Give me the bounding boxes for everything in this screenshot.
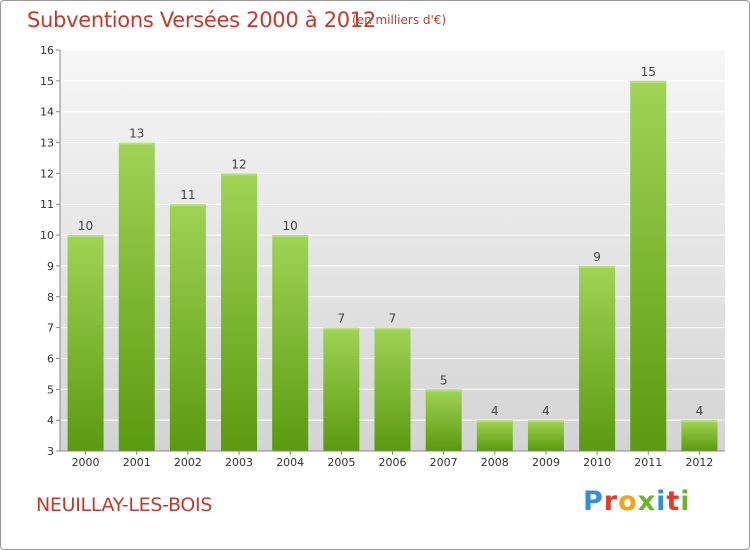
data-label: 7 bbox=[338, 312, 346, 326]
bar-highlight bbox=[374, 327, 411, 330]
x-tick-label: 2004 bbox=[276, 456, 304, 469]
y-tick-label: 8 bbox=[47, 291, 54, 304]
data-labels: 10 13 11 12 10 7 7 5 4 4 9 15 4 bbox=[78, 65, 703, 418]
bar-highlight bbox=[118, 142, 155, 145]
y-tick-label: 16 bbox=[40, 44, 54, 57]
data-label: 15 bbox=[641, 65, 656, 79]
y-tick-label: 7 bbox=[47, 322, 54, 335]
y-tick-label: 5 bbox=[47, 383, 54, 396]
y-tick-label: 15 bbox=[40, 75, 54, 88]
bar-2005 bbox=[323, 327, 360, 451]
bar-highlight bbox=[221, 173, 258, 176]
bar-highlight bbox=[527, 420, 564, 423]
data-label: 11 bbox=[180, 188, 195, 202]
logo-letter: i bbox=[680, 486, 691, 517]
x-tick-label: 2007 bbox=[430, 456, 458, 469]
x-tick-label: 2008 bbox=[481, 456, 509, 469]
bar-highlight bbox=[425, 389, 462, 392]
logo-letter: x bbox=[637, 486, 657, 517]
logo-letter: P bbox=[583, 486, 604, 517]
bar-highlight bbox=[476, 420, 513, 423]
logo-letter: i bbox=[656, 486, 667, 517]
bar-2004 bbox=[272, 235, 309, 451]
data-label: 10 bbox=[78, 219, 93, 233]
bar-2002 bbox=[169, 204, 206, 451]
bar-2000 bbox=[67, 235, 104, 451]
x-tick-label: 2010 bbox=[583, 456, 611, 469]
x-tick-label: 2012 bbox=[685, 456, 713, 469]
data-label: 12 bbox=[231, 157, 246, 171]
bar-2007 bbox=[425, 389, 462, 451]
data-label: 4 bbox=[696, 404, 704, 418]
bar-2003 bbox=[221, 173, 258, 451]
x-tick-label: 2005 bbox=[327, 456, 355, 469]
y-tick-label: 9 bbox=[47, 260, 54, 273]
bar-2006 bbox=[374, 327, 411, 451]
x-tick-label: 2003 bbox=[225, 456, 253, 469]
bar-highlight bbox=[272, 235, 309, 238]
location-name: NEUILLAY-LES-BOIS bbox=[36, 494, 213, 516]
data-label: 10 bbox=[283, 219, 298, 233]
bar-highlight bbox=[681, 420, 718, 423]
data-label: 4 bbox=[491, 404, 499, 418]
bar-2009 bbox=[527, 420, 564, 451]
bar-2012 bbox=[681, 420, 718, 451]
x-tick-label: 2002 bbox=[174, 456, 202, 469]
chart-subtitle: (en milliers d'€) bbox=[352, 13, 447, 27]
data-label: 13 bbox=[129, 127, 144, 141]
y-tick-label: 11 bbox=[40, 198, 54, 211]
x-tick-label: 2000 bbox=[72, 456, 100, 469]
data-label: 4 bbox=[542, 404, 550, 418]
x-tick-label: 2011 bbox=[634, 456, 662, 469]
logo-letter: o bbox=[618, 486, 638, 517]
bar-2001 bbox=[118, 142, 155, 452]
data-label: 5 bbox=[440, 373, 448, 387]
logo-letter: t bbox=[666, 486, 681, 517]
y-tick-label: 14 bbox=[40, 106, 54, 119]
bar-highlight bbox=[579, 265, 616, 268]
x-tick-label: 2006 bbox=[379, 456, 407, 469]
y-axis-labels: 3 4 5 6 7 8 9 10 11 12 13 14 15 16 bbox=[40, 44, 54, 458]
x-tick-label: 2009 bbox=[532, 456, 560, 469]
x-axis-labels: 2000 2001 2002 2003 2004 2005 2006 2007 2008 2009… bbox=[72, 451, 713, 469]
bars bbox=[67, 80, 718, 452]
chart-title: Subventions Versées 2000 à 2012 bbox=[27, 8, 376, 32]
bar-highlight bbox=[323, 327, 360, 330]
y-tick-label: 12 bbox=[40, 167, 54, 180]
bar-highlight bbox=[169, 204, 206, 207]
y-tick-label: 3 bbox=[47, 445, 54, 458]
data-label: 9 bbox=[593, 250, 601, 264]
y-tick-label: 10 bbox=[40, 229, 54, 242]
data-label: 7 bbox=[389, 312, 397, 326]
x-tick-label: 2001 bbox=[123, 456, 151, 469]
proxiti-logo: Proxiti bbox=[583, 486, 691, 517]
logo-letter: r bbox=[603, 486, 619, 517]
bar-2008 bbox=[476, 420, 513, 451]
bar-2010 bbox=[579, 265, 616, 451]
y-tick-label: 4 bbox=[47, 414, 54, 427]
bar-highlight bbox=[630, 80, 667, 83]
bar-highlight bbox=[67, 235, 104, 238]
y-tick-label: 13 bbox=[40, 137, 54, 150]
y-tick-label: 6 bbox=[47, 352, 54, 365]
bar-2011 bbox=[630, 80, 667, 451]
